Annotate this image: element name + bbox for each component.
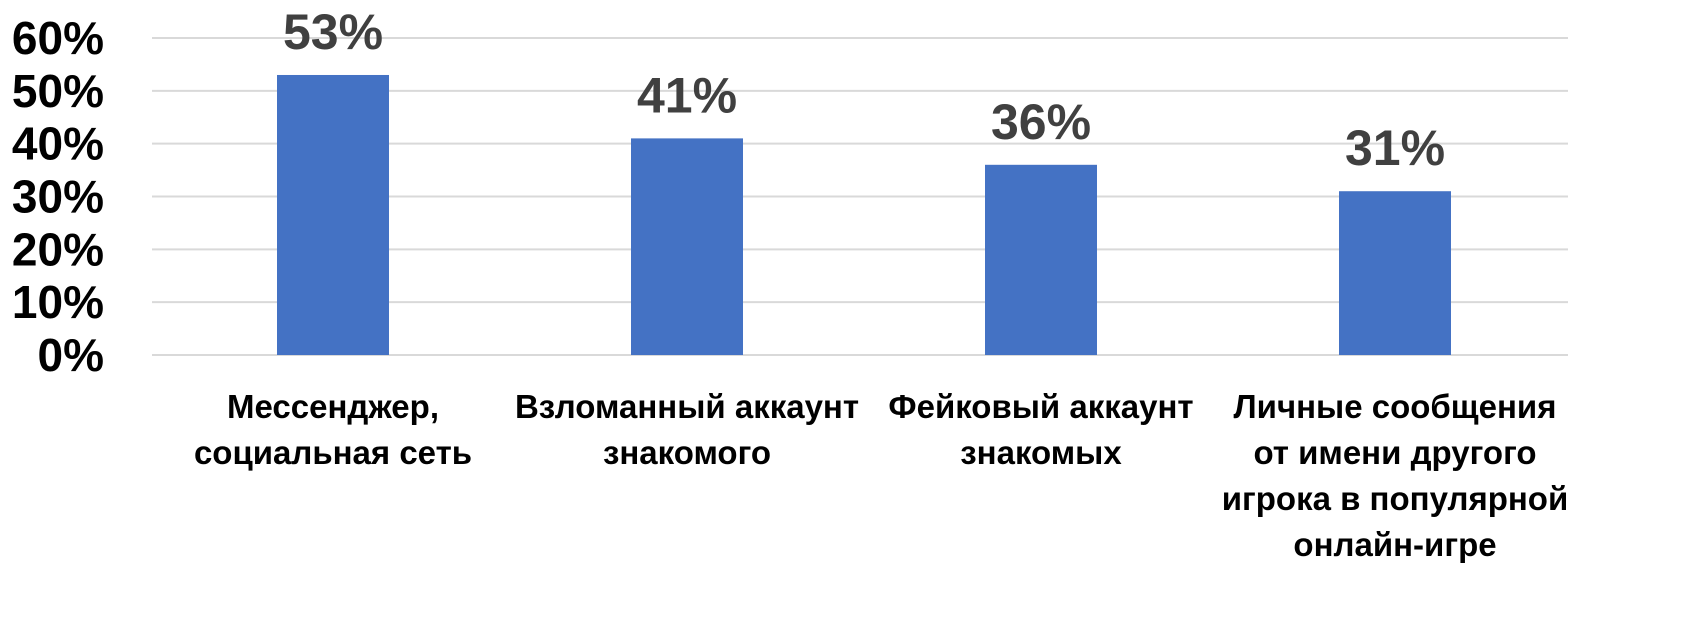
bar — [1339, 191, 1451, 355]
y-tick-label: 40% — [12, 118, 104, 170]
category-label: Фейковый аккаунт знакомых — [888, 388, 1193, 471]
y-tick-label: 30% — [12, 171, 104, 223]
category-label-line: онлайн-игре — [1293, 526, 1496, 563]
bar — [277, 74, 389, 355]
category-label-line: Фейковый аккаунт — [888, 388, 1193, 425]
bar — [631, 138, 743, 355]
category-label-line: Взломанный аккаунт — [515, 388, 859, 425]
category-label-line: Личные сообщения — [1234, 388, 1557, 425]
y-tick-label: 0% — [38, 329, 104, 381]
y-tick-label: 10% — [12, 276, 104, 328]
y-axis-tick-labels: 0%10%20%30%40%50%60% — [12, 12, 104, 381]
category-label: Личные сообщения от имени другого игрока в… — [1222, 388, 1569, 563]
data-label: 41% — [637, 67, 737, 123]
category-label-line: Мессенджер, — [227, 388, 439, 425]
bars — [277, 74, 1451, 355]
data-label: 53% — [283, 4, 383, 60]
data-labels: 53% 41% 36% 31% — [283, 4, 1445, 176]
category-label: Мессенджер, социальная сеть — [194, 388, 472, 471]
category-label-line: знакомых — [960, 434, 1122, 471]
y-tick-label: 50% — [12, 65, 104, 117]
data-label: 36% — [991, 94, 1091, 150]
category-label: Взломанный аккаунт знакомого — [515, 388, 859, 471]
category-labels: Мессенджер, социальная сеть Взломанный акк… — [194, 388, 1568, 563]
category-label-line: социальная сеть — [194, 434, 472, 471]
y-tick-label: 20% — [12, 223, 104, 275]
data-label: 31% — [1345, 120, 1445, 176]
category-label-line: знакомого — [603, 434, 771, 471]
y-tick-label: 60% — [12, 12, 104, 64]
bar — [985, 164, 1097, 355]
category-label-line: игрока в популярной — [1222, 480, 1569, 517]
category-label-line: от имени другого — [1253, 434, 1536, 471]
